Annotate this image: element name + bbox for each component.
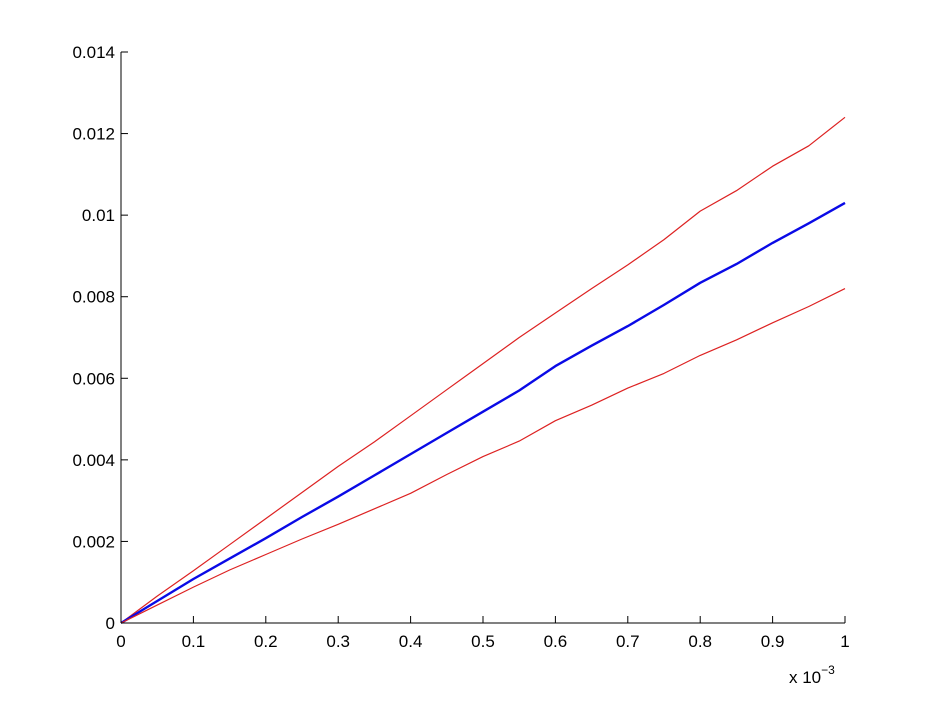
x-tick-label: 0.1 — [182, 632, 206, 651]
y-tick-label: 0.004 — [72, 451, 115, 470]
x-tick-label: 0.7 — [616, 632, 640, 651]
x-tick-label: 0 — [116, 632, 125, 651]
mean-line — [120, 201, 846, 625]
x-tick-label: 1 — [840, 632, 849, 651]
x-tick-label: 0.4 — [399, 632, 423, 651]
lower-bound-line — [120, 288, 846, 624]
x-tick-label: 0.5 — [471, 632, 495, 651]
y-tick-label: 0.006 — [72, 369, 115, 388]
plot-axes — [120, 52, 845, 624]
ticks-layer: 0 0.1 0.2 0.3 0.4 0.5 0.6 0.7 0.8 0.9 1 0 0.002 0.004… — [72, 43, 849, 651]
x-tick-label: 0.2 — [254, 632, 278, 651]
x-tick-label: 0.3 — [326, 632, 350, 651]
y-tick-label: 0.012 — [72, 125, 115, 144]
x-tick-label: 0.9 — [761, 632, 785, 651]
y-tick-label: 0.01 — [82, 206, 115, 225]
y-tick-label: 0.002 — [72, 532, 115, 551]
y-tick-label: 0.008 — [72, 288, 115, 307]
x-axis-multiplier: x 10−3 — [789, 663, 835, 687]
y-tick-label: 0 — [106, 614, 115, 633]
y-tick-label: 0.014 — [72, 43, 115, 62]
x-tick-label: 0.6 — [544, 632, 568, 651]
upper-bound-line — [120, 116, 846, 624]
x-tick-label: 0.8 — [688, 632, 712, 651]
series-layer — [120, 116, 846, 625]
